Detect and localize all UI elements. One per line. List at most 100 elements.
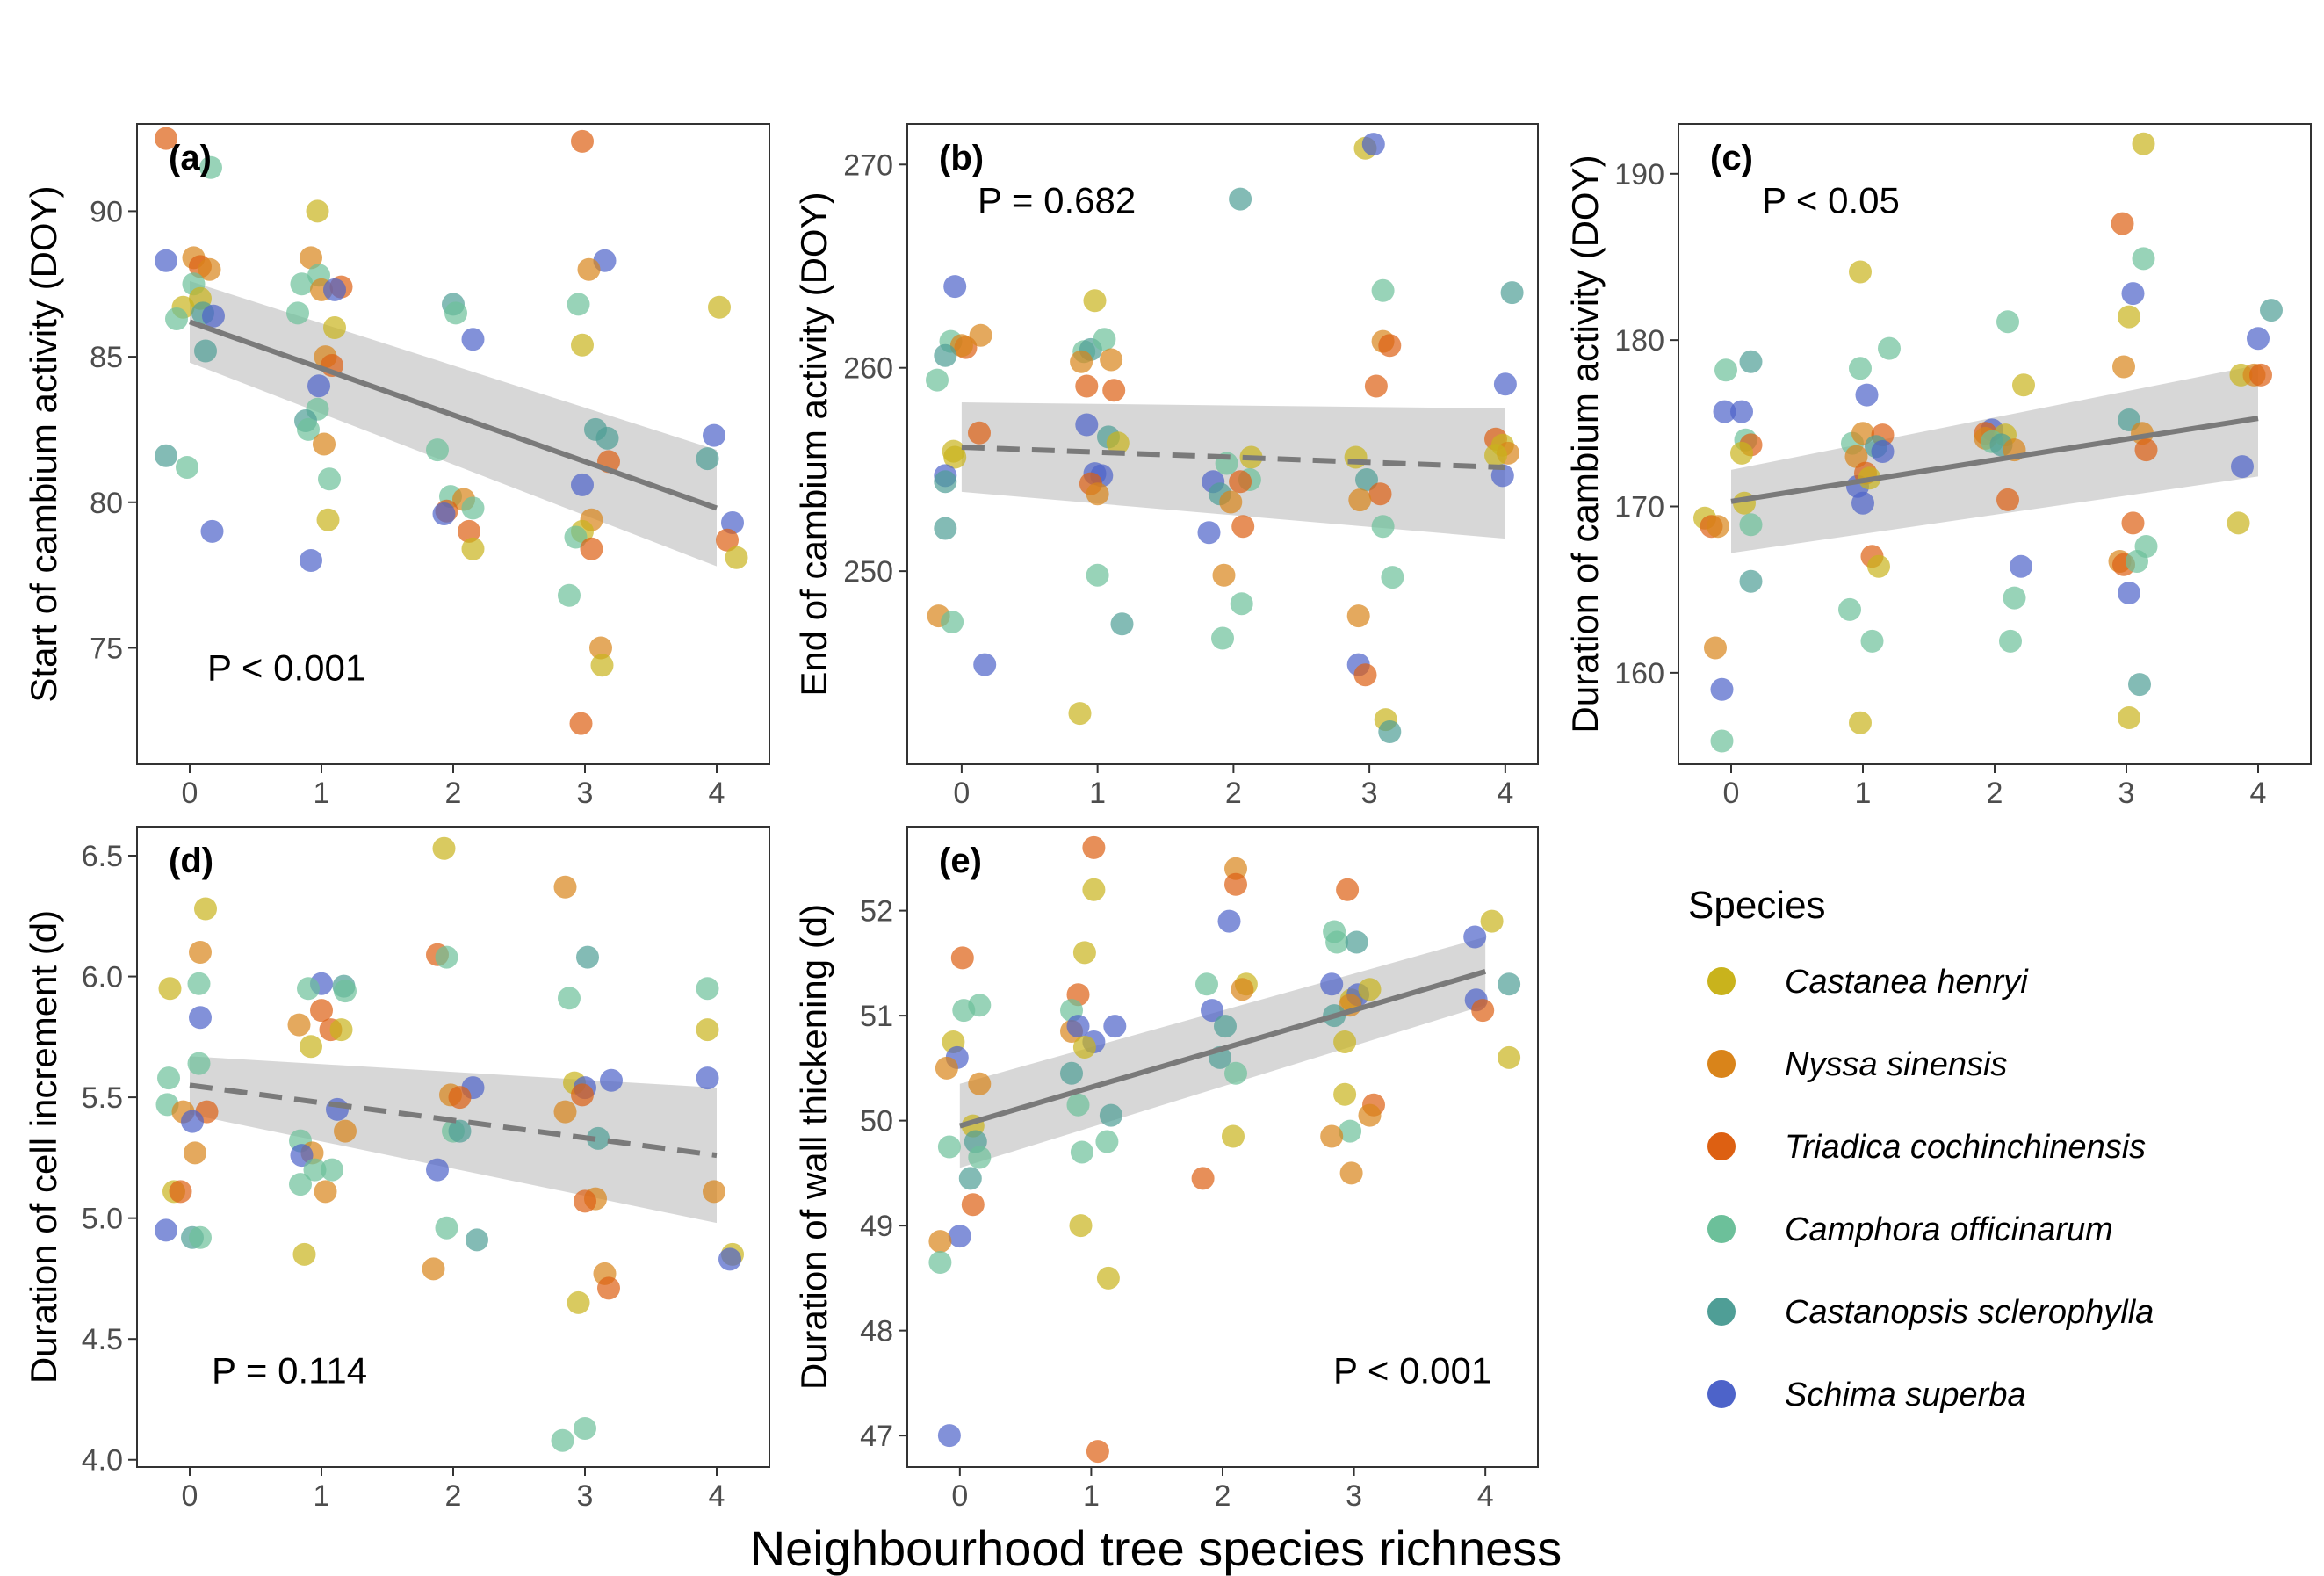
point-nyssa-sinensis <box>198 257 221 281</box>
trend-line <box>189 319 718 511</box>
point-triadica-cochinchinensis <box>1364 374 1388 398</box>
point-camphora-officinarum <box>567 293 590 316</box>
point-castanea-henryi <box>1358 978 1382 1001</box>
point-schima-superba <box>2010 554 2032 578</box>
point-camphora-officinarum <box>1999 629 2022 653</box>
point-triadica-cochinchinensis <box>950 946 974 970</box>
point-nyssa-sinensis <box>577 257 601 281</box>
y-tick-label: 4.5 <box>82 1323 123 1356</box>
point-schima-superba <box>1851 491 1874 515</box>
point-camphora-officinarum <box>1339 1119 1362 1143</box>
point-schima-superba <box>2118 582 2140 604</box>
point-nyssa-sinensis <box>1320 1124 1344 1148</box>
point-schima-superba <box>290 1144 314 1168</box>
point-triadica-cochinchinensis <box>310 999 333 1023</box>
point-camphora-officinarum <box>165 307 188 330</box>
legend: Species Castanea henryi Nyssa sinensis T… <box>1688 884 2154 1413</box>
p-value-label: P < 0.05 <box>1762 179 1900 220</box>
y-tick-label: 48 <box>860 1315 893 1348</box>
point-camphora-officinarum <box>199 155 222 179</box>
point-castanopsis-sclerophylla <box>1060 1061 1083 1085</box>
panel-d: 0 1 2 3 4 4.0 4.5 5.0 5.5 6.0 6.5 Duration of cell … <box>23 826 770 1513</box>
point-castanea-henryi <box>323 316 346 339</box>
point-nyssa-sinensis <box>935 1056 958 1080</box>
point-castanea-henryi <box>1096 1266 1120 1290</box>
point-castanopsis-sclerophylla <box>1355 468 1378 491</box>
point-nyssa-sinensis <box>1844 445 1868 468</box>
point-nyssa-sinensis <box>1070 350 1093 373</box>
point-camphora-officinarum <box>1838 597 1861 621</box>
point-triadica-cochinchinensis <box>1229 470 1252 494</box>
x-tick-label: 2 <box>445 777 462 810</box>
point-castanea-henryi <box>1849 260 1872 284</box>
point-castanea-henryi <box>461 537 485 560</box>
point-castanea-henryi <box>708 295 731 319</box>
y-tick-label: 250 <box>843 555 893 589</box>
point-nyssa-sinensis <box>313 432 336 456</box>
point-schima-superba <box>1493 372 1517 396</box>
point-camphora-officinarum <box>1070 1140 1093 1164</box>
point-schima-superba <box>1320 972 1344 996</box>
point-castanopsis-sclerophylla <box>595 426 619 450</box>
panel-frame <box>906 123 1539 765</box>
point-schima-superba <box>326 1097 349 1121</box>
point-triadica-cochinchinensis <box>2249 363 2272 387</box>
x-tick-label: 2 <box>1215 1479 1231 1513</box>
point-schima-superba <box>1730 400 1753 423</box>
x-tick-label: 0 <box>182 1479 198 1513</box>
point-camphora-officinarum <box>558 583 581 607</box>
x-tick-label: 0 <box>951 1479 968 1513</box>
point-castanopsis-sclerophylla <box>958 1167 982 1190</box>
y-tick-label: 49 <box>860 1210 893 1243</box>
point-schima-superba <box>948 1225 971 1248</box>
y-tick-label: 180 <box>1614 324 1664 358</box>
point-schima-superba <box>432 502 456 525</box>
point-schima-superba <box>718 1247 741 1271</box>
point-triadica-cochinchinensis <box>2111 212 2134 235</box>
point-castanea-henryi <box>158 977 182 1001</box>
x-tick-label: 3 <box>2118 777 2135 810</box>
point-castanea-henryi <box>194 897 217 921</box>
point-castanopsis-sclerophylla <box>194 339 217 363</box>
p-value-label: P = 0.114 <box>212 1350 367 1392</box>
legend-label-castanea-henryi: Castanea henryi <box>1785 964 2029 1001</box>
point-castanea-henryi <box>2118 706 2140 729</box>
point-camphora-officinarum <box>297 417 320 441</box>
y-axis-label: Duration of cambium activity (DOY) <box>1564 155 1606 733</box>
point-castanopsis-sclerophylla <box>1229 187 1252 211</box>
y-axis-label: Start of cambium activity (DOY) <box>23 185 64 702</box>
point-camphora-officinarum <box>1086 563 1109 587</box>
point-nyssa-sinensis <box>969 323 992 347</box>
point-camphora-officinarum <box>334 980 357 1003</box>
point-nyssa-sinensis <box>589 636 612 660</box>
point-schima-superba <box>1217 909 1241 933</box>
point-triadica-cochinchinensis <box>1231 515 1255 539</box>
plot-area-d <box>155 836 744 1452</box>
point-camphora-officinarum <box>1371 515 1395 539</box>
legend-swatch-castanea-henryi <box>1707 967 1736 995</box>
point-nyssa-sinensis <box>949 334 973 358</box>
y-tick-label: 190 <box>1614 158 1664 192</box>
legend-entry-castanea-henryi: Castanea henryi <box>1707 964 2029 1001</box>
legend-entry-schima-superba: Schima superba <box>1707 1377 2026 1413</box>
y-tick-label: 4.0 <box>82 1444 123 1478</box>
point-schima-superba <box>571 473 594 496</box>
point-nyssa-sinensis <box>1212 563 1236 587</box>
point-camphora-officinarum <box>444 301 467 325</box>
point-schima-superba <box>2247 327 2270 351</box>
point-triadica-cochinchinensis <box>1086 1440 1109 1464</box>
legend-entry-castanopsis-sclerophylla: Castanopsis sclerophylla <box>1707 1294 2154 1331</box>
point-nyssa-sinensis <box>300 246 322 270</box>
point-triadica-cochinchinensis <box>2121 511 2145 535</box>
point-triadica-cochinchinensis <box>155 127 177 150</box>
x-tick-label: 1 <box>314 777 330 810</box>
point-nyssa-sinensis <box>968 1072 992 1095</box>
x-tick-label: 3 <box>1346 1479 1362 1513</box>
x-tick-label: 1 <box>314 1479 330 1513</box>
point-camphora-officinarum <box>564 525 588 549</box>
trend-line <box>1730 416 2259 504</box>
plot-area-c <box>1693 132 2283 753</box>
point-schima-superba <box>1361 133 1385 156</box>
point-schima-superba <box>307 374 330 398</box>
